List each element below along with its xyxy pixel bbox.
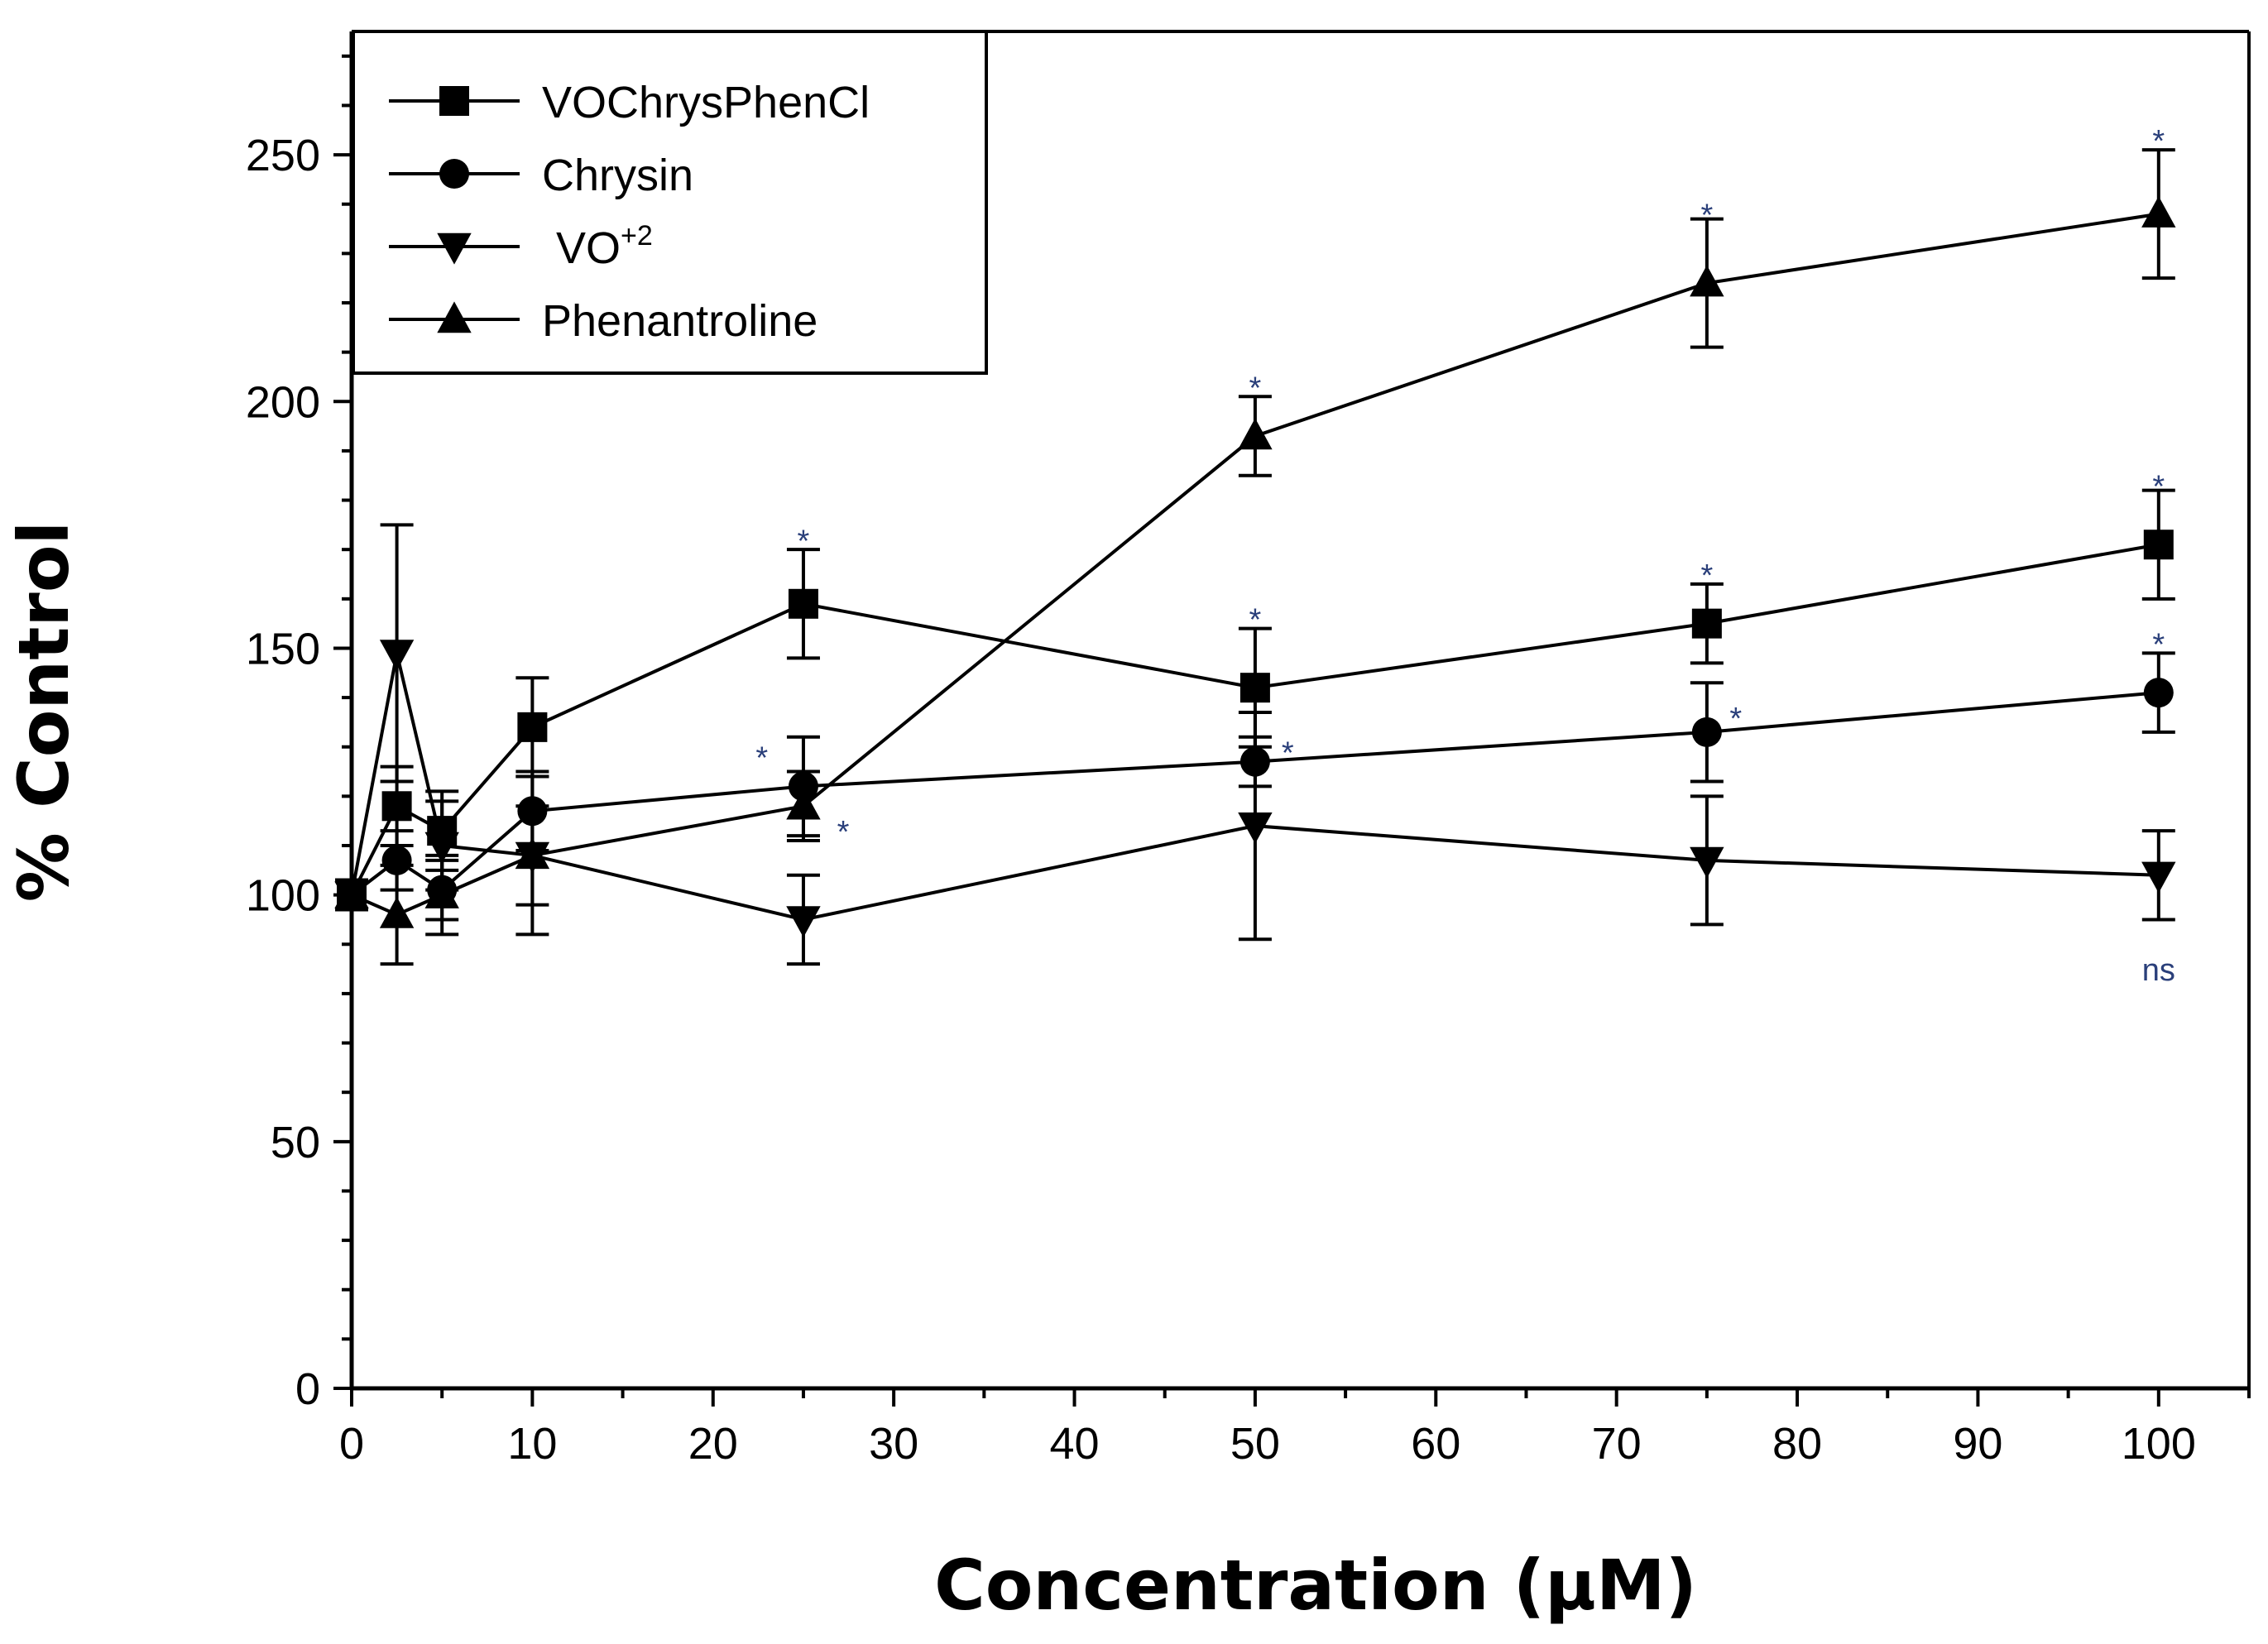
significance-star: * [1700,199,1713,233]
data-point [379,640,415,672]
significance-star: * [1729,702,1742,736]
y-axis-title: % Control [3,521,84,903]
significance-star: * [798,524,810,558]
legend-label: Chrysin [542,151,693,200]
series-line [350,652,2159,922]
significance-star: * [837,815,850,850]
legend-items: VOChrysPhenCl Chrysin VO+2 Phenantroline [389,78,870,346]
x-tick-label: 10 [507,1419,557,1469]
tick-marks [333,54,2251,1407]
data-point [1690,846,1724,879]
annotations: * * * * * * * * * * * * ns [755,124,2175,988]
legend-label: Phenantroline [542,296,818,346]
legend: VOChrysPhenCl Chrysin VO+2 Phenantroline [352,30,988,375]
x-tick-label: 30 [869,1419,918,1469]
x-tick-label: 0 [339,1419,364,1469]
significance-star: * [1700,558,1713,593]
x-tick-label: 80 [1772,1419,1822,1469]
data-point [788,588,818,619]
data-point [379,896,415,928]
legend-marker [437,232,472,265]
data-point [381,791,412,822]
x-tick-label: 20 [688,1419,738,1469]
data-point [2141,196,2176,228]
x-tick-label: 60 [1411,1419,1460,1469]
y-tick-label: 50 [271,1118,320,1167]
tick-labels: 0 50 100 150 200 250 0 10 20 30 40 50 60 70 80 90 100 [246,131,2196,1469]
significance-star: * [1249,603,1262,638]
legend-item: VOChrysPhenCl [389,78,870,127]
y-tick-label: 150 [246,624,320,673]
legend-label: VO+2 [556,220,653,273]
x-tick-label: 100 [2122,1419,2196,1469]
data-point [381,845,412,875]
data-point [1238,418,1273,450]
data-point [1691,608,1722,639]
data-point [2141,861,2176,894]
significance-star: * [1249,371,1262,405]
x-tick-label: 40 [1049,1419,1099,1469]
legend-label: VOChrysPhenCl [542,78,870,127]
data-point [2143,678,2174,708]
data-point [517,712,548,742]
data-point [424,877,459,908]
y-tick-label: 200 [246,377,320,427]
data-point [1691,717,1722,747]
x-tick-label: 90 [1953,1419,2002,1469]
data-point [786,906,821,938]
significance-star: * [2152,627,2165,662]
data-point [1690,265,1724,297]
legend-marker [437,301,472,333]
legend-marker [439,159,469,189]
y-tick-label: 100 [246,871,320,921]
legend-item: Chrysin [389,151,693,200]
data-point [334,877,369,908]
y-tick-label: 0 [295,1364,320,1414]
data-point [1239,673,1270,703]
significance-star: * [755,741,768,776]
significance-star: * [2152,124,2165,159]
legend-marker [439,86,469,116]
series-phenantroline [334,148,2176,966]
significance-star: * [2152,470,2165,505]
data-point [515,837,550,870]
ns-label: ns [2142,953,2175,988]
x-axis-title: Concentration (μM) [934,1545,1697,1626]
x-tick-label: 70 [1592,1419,1642,1469]
data-point [1238,812,1273,844]
y-tick-label: 250 [246,131,320,180]
x-tick-label: 50 [1230,1419,1280,1469]
significance-star: * [1282,736,1294,771]
legend-item: Phenantroline [389,296,818,346]
data-point [424,832,459,864]
data-point [2143,530,2174,560]
data-point [786,788,821,820]
series-group [334,148,2176,966]
legend-item: VO+2 [389,220,653,273]
